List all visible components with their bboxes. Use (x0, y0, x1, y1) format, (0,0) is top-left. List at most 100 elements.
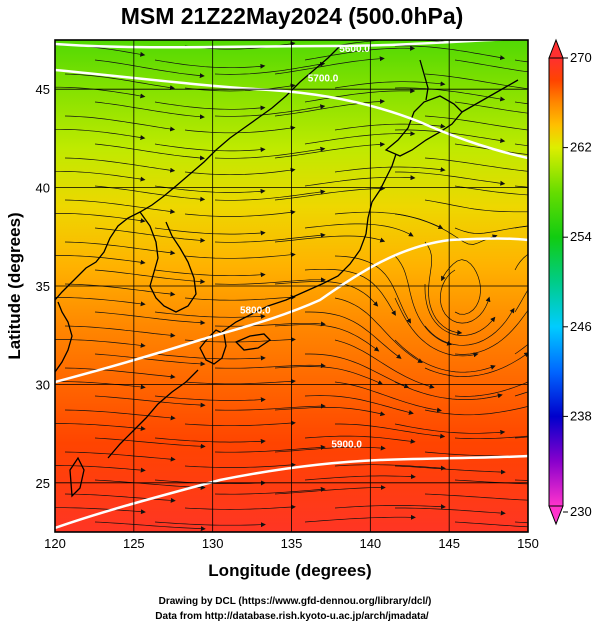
x-axis-label: Longitude (degrees) (208, 561, 371, 580)
wind-streamline (214, 277, 326, 285)
coastline-mainland (55, 45, 341, 301)
wind-streamline (274, 99, 385, 117)
wind-streamline (64, 409, 176, 421)
wind-streamline (154, 395, 266, 403)
wind-streamline (274, 235, 386, 243)
contour-5600 (55, 40, 514, 49)
wind-streamline (305, 353, 410, 389)
wind-streamline (184, 125, 296, 134)
wind-streamline (575, 188, 599, 200)
wind-streamline (334, 504, 446, 510)
wind-streamline (334, 464, 446, 471)
wind-streamline (424, 157, 528, 172)
wind-streamline (64, 493, 176, 503)
wind-streamline (454, 225, 528, 234)
wind-streamline (214, 189, 326, 201)
grid (55, 40, 528, 532)
wind-streamline (304, 45, 416, 61)
wind-streamline (184, 209, 296, 217)
wind-streamline (334, 381, 442, 413)
wind-streamline (274, 485, 386, 495)
contour-5800 (55, 237, 528, 384)
contour-label: 5800.0 (240, 306, 271, 317)
wind-streamline (395, 507, 506, 516)
contour-5700 (55, 68, 528, 160)
wind-streamline (575, 350, 599, 368)
wind-streamline (274, 281, 379, 307)
contour-label: 5900.0 (331, 439, 362, 450)
wind-streamline (424, 352, 528, 377)
wind-streamline (64, 157, 176, 173)
wind-streamline (154, 101, 266, 111)
colorbar-bottom-triangle (548, 505, 564, 526)
x-axis-ticks: 120 125 130 135 140 145 150 (44, 536, 539, 551)
wind-streamline (439, 269, 491, 324)
wind-streamline (214, 232, 326, 243)
plot-frame (54, 39, 529, 533)
wind-streamline (64, 73, 175, 91)
wind-streamline (214, 61, 326, 75)
wind-streamline (55, 297, 146, 307)
wind-streamline (55, 507, 146, 515)
wind-streamline (94, 143, 205, 161)
colorbar: 270 262 254 246 238 230 (548, 38, 592, 526)
wind-streamline (424, 241, 463, 335)
wind-streamline (394, 213, 498, 245)
wind-streamline (274, 56, 385, 75)
coastline-hokkaido (384, 95, 463, 157)
wind-streamline (454, 101, 528, 114)
wind-streamline (335, 423, 446, 439)
x-tick-label: 120 (44, 536, 66, 551)
wind-streamline (454, 143, 528, 155)
y-tick-label: 25 (36, 476, 50, 491)
wind-streamline (394, 465, 506, 475)
wind-streamline (64, 451, 176, 462)
y-tick-label: 40 (36, 181, 50, 196)
wind-streamline (55, 465, 146, 473)
coastline-china-east (55, 301, 73, 373)
colorbar-tick-label: 270 (570, 50, 592, 65)
plot-area: 5600.0 5700.0 5800.0 5900.0 (54, 39, 599, 533)
wind-streamline (274, 324, 380, 352)
wind-streamline (394, 381, 503, 400)
wind-streamline (184, 294, 296, 301)
wind-streamline (424, 284, 496, 336)
wind-streamline (575, 266, 599, 284)
wind-streamline (304, 514, 416, 523)
wind-streamline (64, 325, 176, 338)
wind-streamline (334, 297, 423, 364)
wind-streamline (214, 146, 326, 159)
wind-streamline (334, 339, 435, 389)
wind-streamline (274, 366, 384, 385)
wind-streamline (424, 115, 528, 131)
wind-streamline (184, 462, 296, 468)
coastline-sakhalin (419, 59, 429, 101)
wind-streamline (454, 59, 528, 73)
x-tick-label: 125 (123, 536, 145, 551)
wind-streamline (214, 104, 326, 117)
wind-streamline (94, 311, 206, 326)
wind-streamline (184, 83, 296, 92)
wind-streamline (154, 227, 266, 236)
wind-streamline (424, 73, 528, 90)
wind-streamline (94, 353, 206, 367)
wind-streamline (214, 363, 326, 369)
wind-streamline (94, 227, 206, 243)
wind-streamline (154, 353, 266, 361)
wind-streamline (424, 406, 528, 416)
contour-labels: 5600.0 5700.0 5800.0 5900.0 (240, 44, 370, 451)
wind-streamline (94, 437, 206, 449)
contour-label: 5600.0 (339, 44, 370, 55)
wind-streamline (441, 259, 481, 315)
wind-streamline (304, 474, 416, 481)
wind-streamline (454, 381, 528, 397)
colorbar-ticks: 270 262 254 246 238 230 (563, 50, 592, 519)
x-tick-label: 135 (281, 536, 303, 551)
wind-streamline (55, 381, 146, 390)
colorbar-top-triangle (548, 38, 564, 59)
x-tick-label: 130 (202, 536, 224, 551)
wind-streamline (55, 255, 146, 265)
wind-streamline (394, 87, 506, 102)
contour-label: 5700.0 (308, 73, 339, 84)
